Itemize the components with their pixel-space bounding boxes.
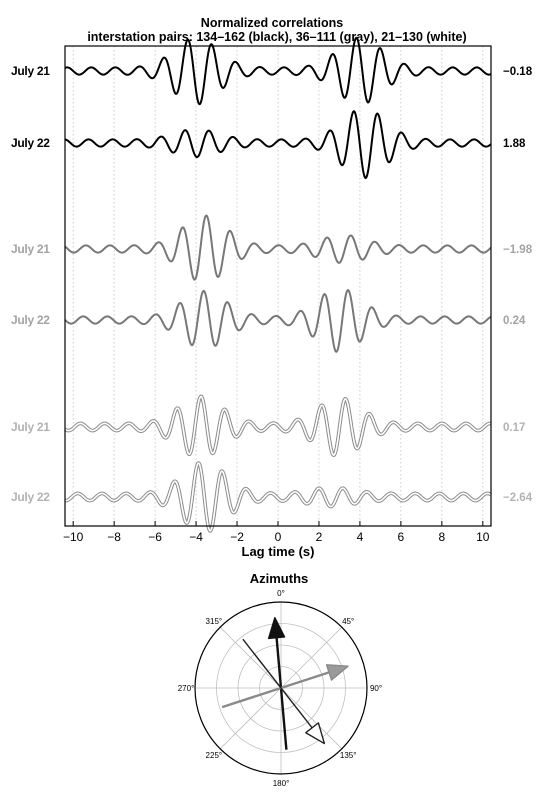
x-tick-label: −4 <box>189 530 203 544</box>
value-label: 0.24 <box>503 315 526 327</box>
azimuth-arrow-head <box>325 664 349 681</box>
trace-line <box>64 395 492 456</box>
x-tick-label: 6 <box>398 530 405 544</box>
x-tick-label: −2 <box>230 530 244 544</box>
x-tick-label: 8 <box>439 530 446 544</box>
value-label: 0.17 <box>503 422 525 434</box>
azimuth-title: Azimuths <box>250 571 309 586</box>
value-label: 1.88 <box>503 138 526 150</box>
value-label: −1.98 <box>503 244 533 256</box>
day-label: July 21 <box>11 242 50 256</box>
x-axis-ticks: −10 −8 −6 −4 −2 0 2 4 6 8 10 <box>63 521 490 544</box>
polar-frame <box>194 601 368 775</box>
azimuth-tick-label: 135° <box>340 751 357 760</box>
x-tick-label: −8 <box>107 530 121 544</box>
azimuth-polar-plot: 0° 45° 90° 135° 180° 225° 270° 315° <box>178 589 382 788</box>
trace-line-outline <box>64 460 493 533</box>
x-tick-label: 0 <box>275 530 282 544</box>
azimuth-tick-label: 0° <box>277 589 285 598</box>
polar-spoke <box>280 626 343 689</box>
x-tick-label: −10 <box>63 530 84 544</box>
day-label: July 21 <box>11 64 50 78</box>
azimuth-tick-label: 225° <box>206 751 223 760</box>
correlation-traces <box>63 36 493 533</box>
x-axis-label: Lag time (s) <box>242 544 315 559</box>
azimuth-arrow-head <box>267 617 286 640</box>
trace-line <box>64 36 492 106</box>
azimuth-tick-label: 180° <box>273 779 290 788</box>
azimuth-arrow-shaft <box>242 638 313 729</box>
day-label: July 22 <box>11 136 50 150</box>
trace-line <box>64 110 492 180</box>
azimuth-arrow-shaft <box>275 637 288 750</box>
x-tick-label: 2 <box>316 530 323 544</box>
azimuth-tick-label: 90° <box>370 684 382 693</box>
day-label: July 22 <box>11 313 50 327</box>
polar-spoke <box>219 687 282 750</box>
row-labels: July 21 July 22 July 21 July 22 July 21 July … <box>11 64 51 504</box>
polar-spoke <box>219 626 282 689</box>
value-label: −0.18 <box>503 66 533 78</box>
value-labels: −0.18 1.88 −1.98 0.24 0.17 −2.64 <box>503 66 533 504</box>
azimuth-arrow-shaft <box>221 671 330 709</box>
trace-line <box>64 289 492 353</box>
vertical-gridlines <box>72 46 484 526</box>
x-tick-label: 10 <box>476 530 490 544</box>
azimuth-arrow-head <box>305 722 326 745</box>
day-label: July 22 <box>11 490 50 504</box>
chart-subtitle: interstation pairs: 134–162 (black), 36–… <box>87 30 466 44</box>
x-tick-label: 4 <box>357 530 364 544</box>
x-tick-label: −6 <box>148 530 162 544</box>
day-label: July 21 <box>11 420 50 434</box>
trace-line <box>64 214 492 281</box>
chart-title: Normalized correlations <box>201 16 343 30</box>
trace-line <box>64 462 492 532</box>
correlation-plot: −10 −8 −6 −4 −2 0 2 4 6 8 10 Lag time (s) <box>63 36 493 559</box>
polar-spoke <box>280 687 343 750</box>
value-label: −2.64 <box>503 492 533 504</box>
azimuth-tick-label: 270° <box>178 684 195 693</box>
azimuth-tick-label: 45° <box>342 617 354 626</box>
azimuth-tick-label: 315° <box>206 617 223 626</box>
